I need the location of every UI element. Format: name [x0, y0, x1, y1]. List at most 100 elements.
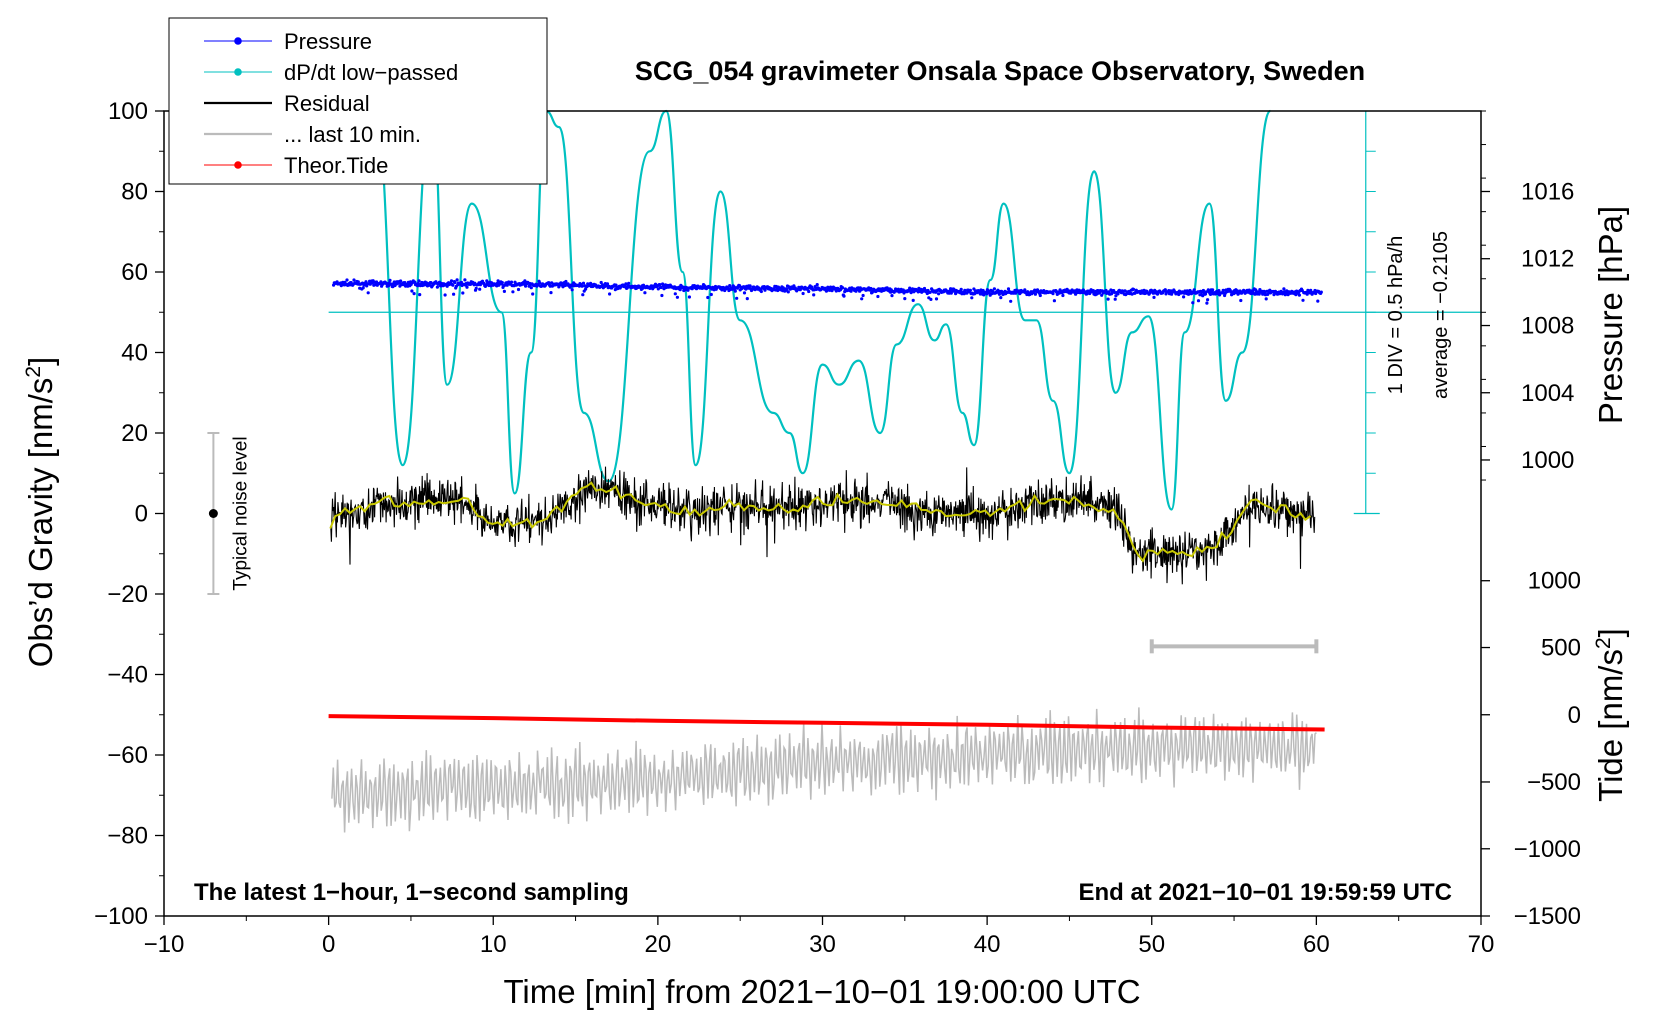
- y-tick-label: 80: [121, 179, 148, 206]
- pressure-point: [928, 290, 932, 294]
- y-tick-label: 20: [121, 420, 148, 447]
- pressure-point: [968, 288, 973, 292]
- pressure-point: [728, 284, 732, 288]
- average-note: average = −0.2105: [1430, 231, 1452, 399]
- y-tick-label: −80: [107, 823, 148, 850]
- residual-line: [329, 466, 1316, 585]
- x-tick-label: 20: [645, 931, 672, 958]
- pressure-point: [876, 294, 880, 299]
- pressure-series: [332, 278, 1323, 305]
- pressure-point: [1182, 295, 1186, 299]
- pressure-point: [1217, 289, 1221, 293]
- axis-ticks: −10 0 10 20 30 40 50 60 70100806040200−20−40−60−…: [94, 98, 1581, 958]
- pressure-point: [605, 282, 610, 286]
- pressure-point: [1006, 287, 1011, 291]
- pressure-point: [1221, 288, 1225, 292]
- pressure-point: [934, 297, 939, 301]
- x-axis-title: Time [min] from 2021−10−01 19:00:00 UTC: [503, 973, 1140, 1010]
- pressure-point: [1081, 288, 1085, 292]
- pressure-point: [1051, 292, 1055, 296]
- pressure-point: [547, 281, 551, 285]
- pressure-point: [1023, 288, 1027, 292]
- legend-swatch-dot: [234, 68, 242, 76]
- pressure-point: [786, 290, 790, 294]
- pressure-point: [474, 286, 478, 290]
- pressure-point: [435, 285, 439, 289]
- pressure-point: [549, 291, 553, 295]
- pressure-point: [841, 286, 845, 290]
- pressure-point: [890, 294, 894, 298]
- pressure-point: [581, 293, 585, 297]
- residual-smoothed-line: [329, 481, 1311, 563]
- pressure-point: [785, 287, 789, 291]
- legend-items: Pressure dP/dt low−passed Residual ... last…: [204, 29, 458, 178]
- pressure-point: [842, 294, 846, 298]
- pressure-point: [658, 283, 662, 287]
- pressure-point: [1152, 295, 1156, 299]
- pressure-point: [451, 283, 455, 287]
- legend-box: [168, 17, 548, 185]
- pressure-point: [1038, 293, 1042, 298]
- pressure-point: [452, 292, 456, 296]
- pressure-point: [807, 289, 811, 294]
- pressure-point: [599, 280, 603, 285]
- pressure-tick-label: 1008: [1521, 313, 1574, 340]
- pressure-point: [627, 281, 631, 285]
- tide-tick-label: −1500: [1514, 903, 1581, 930]
- tide-tick-label: 0: [1568, 702, 1581, 729]
- pressure-point: [1309, 288, 1313, 292]
- x-tick-label: 70: [1468, 931, 1495, 958]
- pressure-point: [449, 279, 454, 283]
- pressure-point: [1192, 288, 1196, 292]
- pressure-point: [733, 289, 737, 293]
- pressure-point: [815, 283, 819, 287]
- pressure-point: [461, 291, 465, 295]
- pressure-point: [1316, 299, 1320, 303]
- pressure-point: [1187, 292, 1191, 296]
- pressure-point: [812, 293, 816, 297]
- x-tick-label: 40: [974, 931, 1001, 958]
- pressure-point: [478, 287, 482, 291]
- pressure-point: [992, 287, 997, 291]
- legend-swatch-dot: [234, 37, 242, 45]
- dpdt-line: [373, 109, 1272, 511]
- plot-frame: [163, 110, 1482, 917]
- y-tick-label: −60: [107, 742, 148, 769]
- pressure-point: [1131, 287, 1136, 291]
- pressure-point: [379, 280, 383, 284]
- pressure-point: [861, 293, 865, 298]
- pressure-point: [531, 292, 535, 296]
- pressure-point: [1033, 292, 1037, 296]
- pressure-point: [706, 295, 710, 300]
- pressure-point: [970, 296, 974, 300]
- x-tick-label: 50: [1138, 931, 1165, 958]
- noise-center-dot: [208, 509, 218, 518]
- pressure-point: [869, 286, 873, 291]
- pressure-point: [911, 298, 915, 302]
- tide-tick-label: 500: [1541, 635, 1581, 662]
- pressure-tick-label: 1012: [1521, 246, 1574, 273]
- pressure-point: [903, 297, 907, 301]
- pressure-point: [748, 284, 752, 288]
- pressure-point: [459, 280, 463, 284]
- noise-level-marker: Typical noise level: [207, 432, 251, 595]
- y-tick-label: −100: [94, 903, 148, 930]
- x-tick-label: 30: [809, 931, 836, 958]
- pressure-point: [963, 288, 967, 292]
- pressure-point: [516, 287, 521, 292]
- legend-label: ... last 10 min.: [284, 122, 421, 147]
- pressure-point: [1239, 298, 1243, 303]
- end-time-note: End at 2021−10−01 19:59:59 UTC: [1078, 879, 1452, 906]
- pressure-point: [908, 286, 912, 290]
- legend-label: Pressure: [284, 29, 372, 54]
- pressure-point: [660, 293, 664, 298]
- pressure-point: [538, 281, 542, 285]
- x-tick-label: 0: [322, 931, 335, 958]
- x-tick-label: 10: [480, 931, 507, 958]
- pressure-point: [997, 292, 1002, 296]
- pressure-point: [929, 297, 933, 301]
- pressure-point: [455, 278, 459, 282]
- pressure-point: [417, 279, 421, 283]
- pressure-tick-label: 1000: [1521, 447, 1574, 474]
- y-tick-label: 40: [121, 340, 148, 367]
